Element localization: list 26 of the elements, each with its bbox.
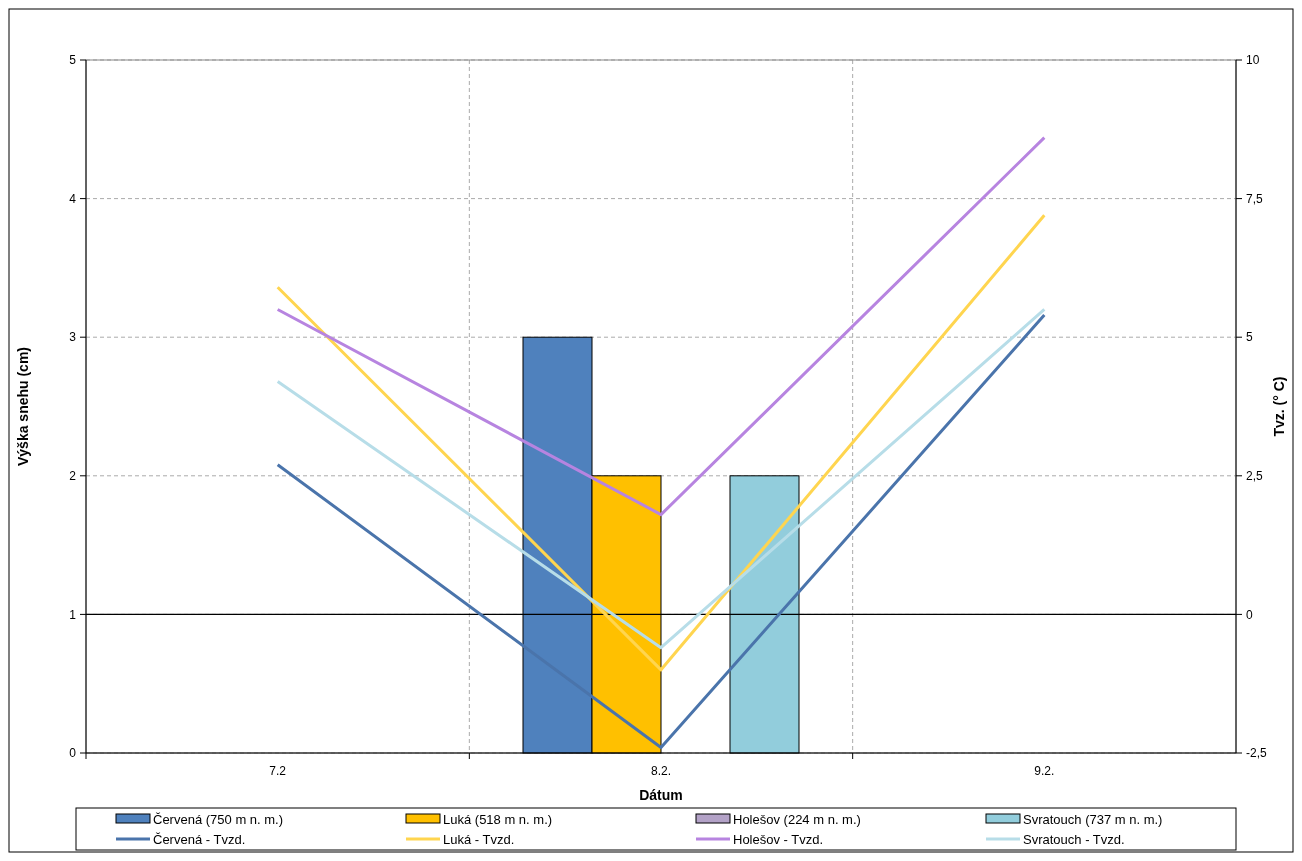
x-tick-label: 8.2. — [650, 764, 672, 778]
y-tick-label: 3 — [69, 330, 77, 345]
legend-label: Červená (750 m n. m.) — [153, 811, 284, 827]
y-tick-label: 0 — [69, 746, 77, 761]
x-axis-title: Dátum — [639, 787, 683, 803]
y-tick-label: 4 — [69, 191, 77, 206]
legend-label: Holešov (224 m n. m.) — [733, 811, 861, 827]
legend-label: Luká (518 m n. m.) — [443, 811, 553, 827]
y2-tick-label: -2,5 — [1246, 746, 1267, 761]
y2-tick-label: 10 — [1246, 53, 1260, 68]
y2-tick-label: 0 — [1246, 607, 1253, 622]
y2-tick-label: 2,5 — [1246, 469, 1264, 483]
legend-label: Holešov - Tvzd. — [733, 831, 824, 847]
legend-label: Svratouch - Tvzd. — [1023, 831, 1125, 847]
x-tick-label: 9.2. — [1034, 764, 1055, 778]
y-tick-label: 2 — [69, 469, 77, 483]
y2-tick-label: 5 — [1246, 330, 1253, 345]
legend-label: Luká - Tvzd. — [443, 831, 515, 847]
y2-axis-title: Tvz. (° C) — [1271, 376, 1287, 437]
y-tick-label: 5 — [69, 53, 77, 68]
x-tick-label: 7.2 — [269, 764, 287, 778]
y-tick-label: 1 — [69, 607, 77, 622]
legend-label: Svratouch (737 m n. m.) — [1023, 811, 1163, 827]
y2-tick-label: 7,5 — [1246, 191, 1264, 206]
y-axis-title: Výška snehu (cm) — [15, 346, 31, 467]
legend-label: Červená - Tvzd. — [153, 831, 246, 847]
